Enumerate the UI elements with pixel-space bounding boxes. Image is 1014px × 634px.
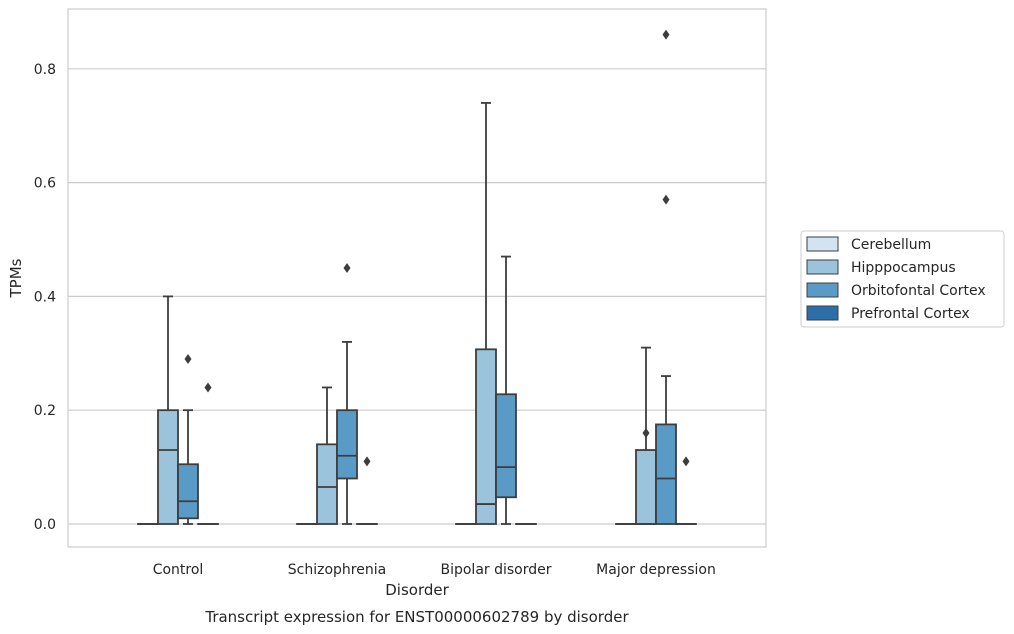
outlier-point: [204, 382, 212, 393]
outlier-point: [184, 353, 192, 364]
legend-label: Prefrontal Cortex: [851, 306, 970, 322]
category-group: [455, 102, 537, 525]
box: [655, 29, 677, 525]
box: [197, 382, 219, 525]
box: [475, 102, 497, 525]
outlier-point: [343, 262, 351, 273]
category-group: [137, 295, 219, 525]
legend-label: Cerebellum: [851, 237, 931, 253]
legend-label: Hipppocampus: [851, 260, 956, 276]
box-body: [475, 348, 497, 525]
outlier-point: [662, 194, 670, 205]
y-tick-label: 0.0: [34, 517, 56, 533]
box-body: [177, 463, 199, 520]
box: [177, 353, 199, 525]
legend-label: Orbitofontal Cortex: [851, 283, 986, 299]
y-axis-label: TPMs: [7, 258, 25, 298]
y-tick-label: 0.6: [34, 176, 56, 192]
legend-swatch: [806, 259, 839, 275]
box: [635, 346, 657, 525]
x-axis-label: Disorder: [385, 581, 449, 599]
box: [336, 262, 358, 525]
y-tick-labels: 0.0 0.2 0.4 0.6 0.8: [34, 62, 56, 533]
box-body: [655, 423, 677, 525]
x-tick-label: Major depression: [596, 562, 716, 578]
legend: Cerebellum Hipppocampus Orbitofontal Corte…: [800, 230, 1005, 328]
outlier-point: [662, 29, 670, 40]
category-group: [615, 29, 697, 525]
box-plot-groups: [137, 29, 697, 525]
box: [495, 255, 517, 525]
x-tick-labels: Control Schizophrenia Bipolar disorder Majo…: [153, 562, 716, 578]
box-body: [316, 443, 338, 525]
y-tick-label: 0.8: [34, 62, 56, 78]
outlier-point: [682, 456, 690, 467]
chart-title: Transcript expression for ENST0000060278…: [204, 608, 629, 626]
box: [675, 456, 697, 525]
box-body: [336, 409, 358, 480]
x-tick-label: Control: [153, 562, 204, 578]
legend-frame: [800, 230, 1005, 328]
y-tick-label: 0.2: [34, 403, 56, 419]
plot-area-frame: [67, 8, 767, 548]
box-body: [495, 393, 517, 499]
box: [316, 386, 338, 525]
box: [157, 295, 179, 525]
y-tick-label: 0.4: [34, 289, 56, 305]
box: [356, 456, 378, 525]
outlier-point: [363, 456, 371, 467]
legend-swatch: [806, 236, 839, 252]
outlier-point: [642, 427, 650, 438]
x-tick-label: Schizophrenia: [288, 562, 386, 578]
legend-swatch: [806, 305, 839, 321]
category-group: [296, 262, 378, 525]
box-body: [157, 409, 179, 525]
legend-swatch: [806, 282, 839, 298]
x-tick-label: Bipolar disorder: [440, 562, 551, 578]
box-body: [635, 449, 657, 525]
